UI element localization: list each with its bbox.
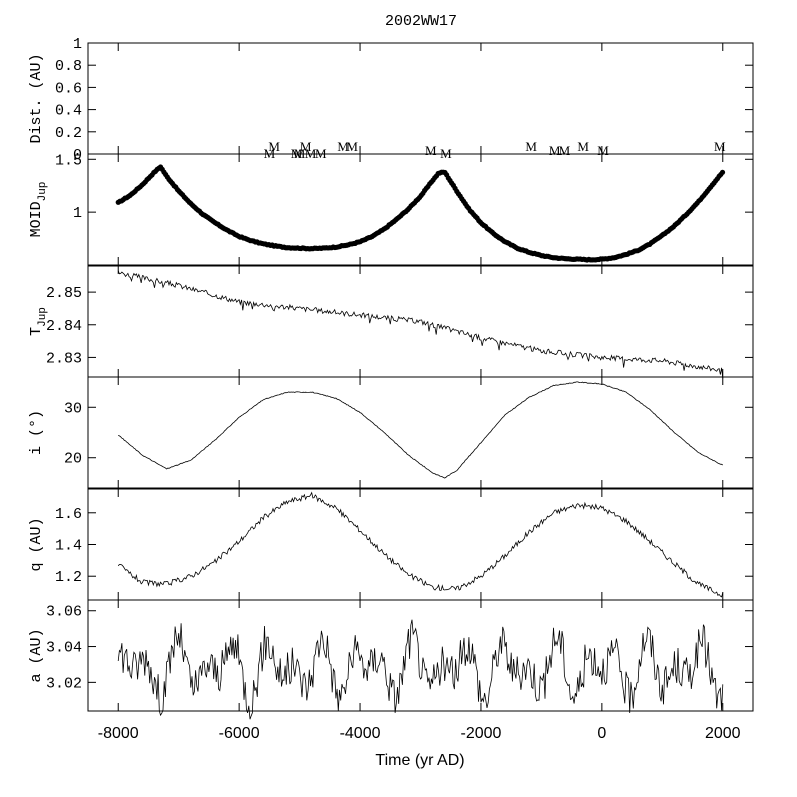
panel-frame-q — [87, 488, 754, 601]
y-tick-label-dist: 0.8 — [55, 58, 82, 75]
close-approach-marker: M — [714, 139, 726, 154]
y-tick-label-q: 1.4 — [55, 538, 82, 555]
close-approach-marker: M — [291, 146, 303, 161]
y-tick-label-dist: 0 — [73, 147, 82, 164]
y-tick-label-tjup: 2.85 — [46, 285, 82, 302]
y-axis-label-a: a (AU) — [28, 628, 45, 682]
x-tick-label: -4000 — [340, 725, 381, 742]
y-tick-label-dist: 1 — [73, 36, 82, 53]
close-approach-marker: M — [440, 146, 452, 161]
close-approach-marker: M — [425, 143, 437, 158]
y-axis-label-dist: Dist. (AU) — [28, 53, 45, 143]
panel-frame-tjup — [87, 265, 754, 378]
x-tick-label: 2000 — [705, 725, 741, 742]
x-tick-label: 0 — [597, 725, 606, 742]
close-approach-marker: M — [346, 139, 358, 154]
close-approach-marker: M — [577, 139, 589, 154]
y-axis-label-subscript: Jup — [37, 182, 49, 202]
y-tick-label-tjup: 2.83 — [46, 350, 82, 367]
close-approach-marker: M — [305, 146, 317, 161]
series-line-q — [117, 491, 724, 598]
series-line-tjup — [117, 270, 724, 379]
moid-point — [719, 169, 726, 175]
close-approach-marker: M — [559, 143, 571, 158]
y-axis-label-subscript: Jup — [37, 307, 49, 327]
y-tick-label-incl: 30 — [64, 400, 82, 417]
y-tick-label-q: 1.2 — [55, 569, 82, 586]
panel-frame-dist — [87, 42, 754, 155]
y-tick-label-moid: 1.5 — [55, 152, 82, 169]
x-axis-label: Time (yr AD) — [375, 752, 464, 769]
y-tick-label-incl: 20 — [64, 451, 82, 468]
close-approach-marker: M — [300, 139, 312, 154]
close-approach-marker: M — [525, 139, 537, 154]
y-tick-label-dist: 0.6 — [55, 80, 82, 97]
close-approach-marker: M — [597, 143, 609, 158]
panel-frame-moid — [87, 153, 754, 266]
y-axis-label-q: q (AU) — [28, 517, 45, 571]
close-approach-marker: M — [549, 143, 561, 158]
close-approach-marker: M — [264, 146, 276, 161]
y-tick-label-a: 3.06 — [46, 604, 82, 621]
y-axis-label-moid: MOIDJup — [28, 182, 49, 238]
y-tick-label-tjup: 2.84 — [46, 318, 82, 335]
x-tick-label: -8000 — [98, 725, 139, 742]
y-tick-label-q: 1.6 — [55, 506, 82, 523]
y-tick-label-dist: 0.2 — [55, 125, 82, 142]
close-approach-marker: M — [268, 139, 280, 154]
close-approach-marker: M — [315, 146, 327, 161]
panel-frame-a — [87, 599, 754, 712]
y-tick-label-a: 3.04 — [46, 640, 82, 657]
panel-frame-incl — [87, 376, 754, 489]
x-tick-label: -6000 — [219, 725, 260, 742]
close-approach-marker: M — [294, 146, 306, 161]
series-line-incl — [118, 381, 724, 479]
x-tick-label: -2000 — [460, 725, 501, 742]
panels-group: 0 0.2 0.4 0.6 0.8 1 Dist. (AU) 1 1.5 MOIDJup 2.83 2… — [28, 36, 754, 742]
y-tick-label-dist: 0.4 — [55, 103, 82, 120]
y-axis-label-incl: i (°) — [28, 410, 45, 455]
close-approach-marker: M — [337, 139, 349, 154]
series-line-a — [117, 619, 724, 720]
y-tick-label-moid: 1 — [73, 205, 82, 222]
y-tick-label-a: 3.02 — [46, 675, 82, 692]
chart-title: 2002WW17 — [385, 13, 457, 30]
